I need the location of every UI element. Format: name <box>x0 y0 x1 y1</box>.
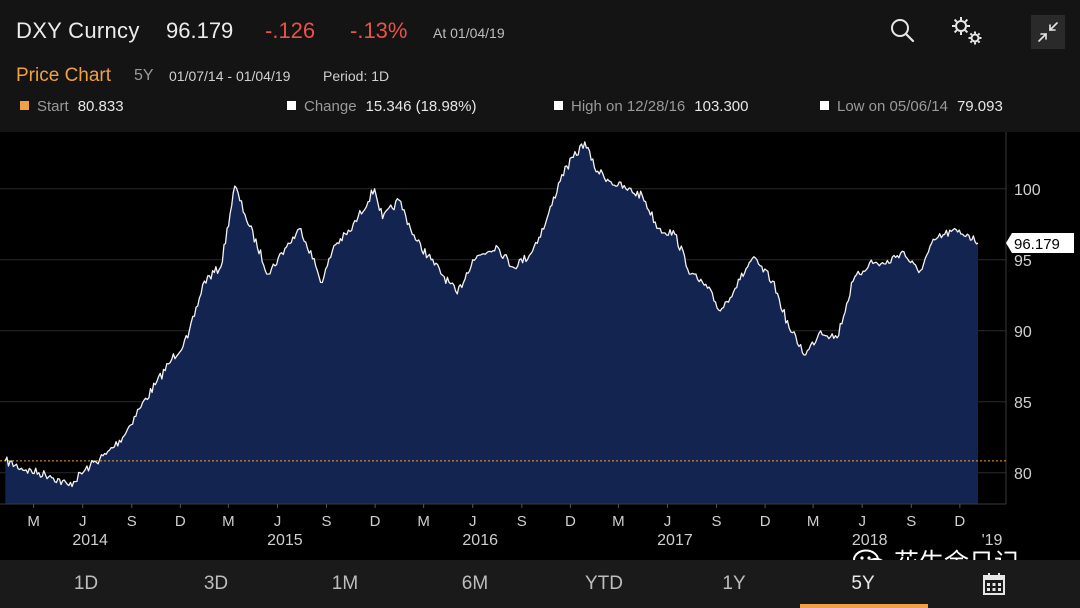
as-of-date: At 01/04/19 <box>433 25 505 41</box>
search-icon[interactable] <box>888 16 918 46</box>
stat-value: 79.093 <box>956 98 1003 115</box>
ticker-symbol: DXY Curncy <box>16 18 140 43</box>
stat-start: Start 80.833 <box>20 98 124 115</box>
stat-marker <box>287 101 296 110</box>
stat-value: 103.300 <box>694 98 749 115</box>
period-button-6m[interactable]: 6M <box>461 573 489 594</box>
chart-title: Price Chart <box>16 65 112 86</box>
calendar-icon[interactable] <box>982 572 1006 596</box>
x-month-label: J <box>469 513 477 530</box>
stat-label: High on 12/28/16 <box>571 98 686 115</box>
stat-label: Change <box>304 98 357 115</box>
x-month-label: D <box>370 513 381 530</box>
last-price-tag-label: 96.179 <box>1014 236 1060 253</box>
x-month-label: D <box>954 513 965 530</box>
period-selector: 1D 3D 1M 6M YTD 1Y 5Y <box>0 560 1080 608</box>
period-label: Period: 1D <box>323 68 390 84</box>
stat-marker <box>20 101 29 110</box>
stat-label: Low on 05/06/14 <box>837 98 948 115</box>
price-chart-svg: 80 85 90 95 100 96.179 M J S D M J S D M J S D M J S D M J S D 201… <box>0 132 1074 549</box>
period-button-3d[interactable]: 3D <box>203 573 229 594</box>
x-year-label: 2017 <box>657 532 693 549</box>
x-month-label: M <box>612 513 625 530</box>
x-month-label: J <box>274 513 282 530</box>
stat-low: Low on 05/06/14 79.093 <box>820 98 1003 115</box>
last-price: 96.179 <box>166 18 234 43</box>
period-button-1d[interactable]: 1D <box>73 573 99 594</box>
y-tick-label: 90 <box>1014 324 1032 341</box>
price-line <box>4 141 979 488</box>
x-month-label: M <box>417 513 430 530</box>
x-month-label: M <box>807 513 820 530</box>
period-button-ytd[interactable]: YTD <box>585 573 623 594</box>
stat-value: 80.833 <box>77 98 124 115</box>
price-area <box>5 141 979 504</box>
stat-marker <box>554 101 563 110</box>
x-month-label: J <box>858 513 866 530</box>
x-month-label: J <box>664 513 672 530</box>
last-price-tag <box>1006 233 1074 254</box>
header-bar: DXY Curncy 96.179 -.126 -.13% At 01/04/1… <box>0 0 1080 62</box>
price-chart[interactable]: 80 85 90 95 100 96.179 M J S D M J S D M J S D M J S D M J S D 201… <box>0 132 1080 560</box>
collapse-icon[interactable] <box>1031 15 1065 49</box>
y-tick-label: 85 <box>1014 395 1032 412</box>
x-month-label: M <box>27 513 40 530</box>
date-range: 01/07/14 - 01/04/19 <box>169 68 291 84</box>
x-year-label: 2014 <box>72 532 108 549</box>
x-month-label: S <box>127 513 137 530</box>
stat-marker <box>820 101 829 110</box>
net-change: -.126 <box>265 18 316 43</box>
stat-high: High on 12/28/16 103.300 <box>554 98 749 115</box>
percent-change: -.13% <box>350 18 408 43</box>
x-month-label: S <box>517 513 527 530</box>
period-button-1m[interactable]: 1M <box>331 573 359 594</box>
x-year-label: 2015 <box>267 532 303 549</box>
range-label: 5Y <box>134 67 154 84</box>
x-month-label: S <box>712 513 722 530</box>
x-month-label: S <box>322 513 332 530</box>
stat-change: Change 15.346 (18.98%) <box>287 98 476 115</box>
period-button-5y[interactable]: 5Y <box>851 573 875 594</box>
x-year-label: 2018 <box>852 532 888 549</box>
chart-info-panel: Price Chart 5Y 01/07/14 - 01/04/19 Perio… <box>0 62 1080 132</box>
y-tick-label: 95 <box>1014 253 1032 270</box>
gear-icon[interactable] <box>948 14 986 48</box>
x-year-label: '19 <box>982 532 1003 549</box>
period-button-1y[interactable]: 1Y <box>722 573 746 594</box>
y-tick-label: 80 <box>1014 466 1032 483</box>
x-month-label: J <box>79 513 87 530</box>
x-month-label: M <box>222 513 235 530</box>
x-month-label: D <box>760 513 771 530</box>
x-month-label: D <box>565 513 576 530</box>
stat-value: 15.346 (18.98%) <box>365 98 477 115</box>
stat-label: Start <box>37 98 69 115</box>
active-period-indicator <box>800 604 928 608</box>
x-month-label: S <box>906 513 916 530</box>
x-year-label: 2016 <box>462 532 498 549</box>
x-month-label: D <box>175 513 186 530</box>
y-tick-label: 100 <box>1014 182 1041 199</box>
